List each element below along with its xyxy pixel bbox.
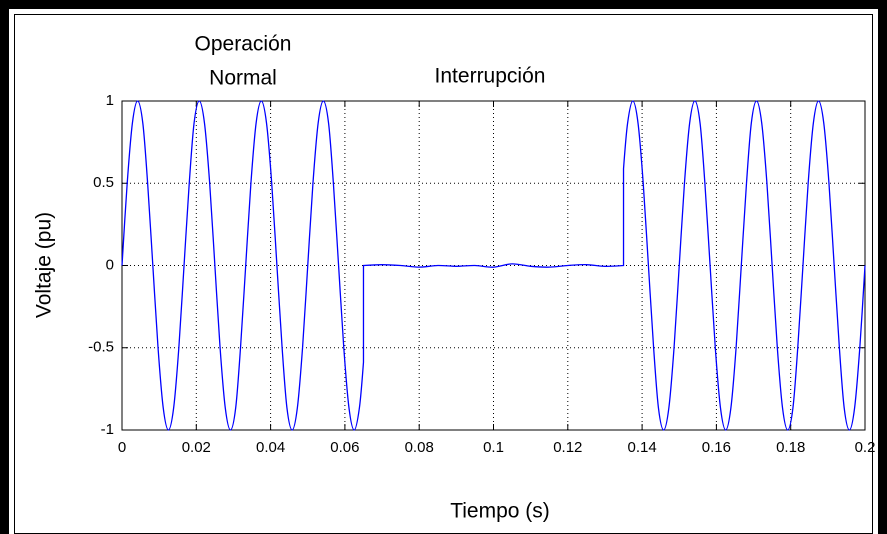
x-tick-label: 0.02	[182, 439, 211, 456]
x-tick-label: 0	[118, 439, 126, 456]
data-line	[121, 100, 866, 431]
annotation: Operación	[195, 33, 292, 56]
x-tick-label: 0.16	[702, 439, 731, 456]
annotation: Normal	[209, 67, 277, 90]
x-tick-label: 0.18	[776, 439, 805, 456]
y-tick-label: 0.5	[93, 174, 114, 191]
x-tick-label: 0.04	[256, 439, 285, 456]
x-tick-label: 0.12	[553, 439, 582, 456]
y-tick-label: 0	[106, 256, 114, 273]
x-axis-label: Tiempo (s)	[450, 500, 550, 523]
y-axis-label: Voltaje (pu)	[33, 212, 56, 318]
x-tick-label: 0.06	[330, 439, 359, 456]
x-tick-label: 0.14	[627, 439, 656, 456]
annotation: Interrupción	[435, 65, 546, 88]
x-tick-label: 0.1	[483, 439, 504, 456]
y-tick-label: -0.5	[88, 339, 114, 356]
x-tick-label: 0.08	[405, 439, 434, 456]
frame	[9, 9, 878, 534]
x-tick-label: 0.2	[855, 439, 876, 456]
y-tick-label: -1	[101, 421, 114, 438]
y-tick-label: 1	[106, 92, 114, 109]
